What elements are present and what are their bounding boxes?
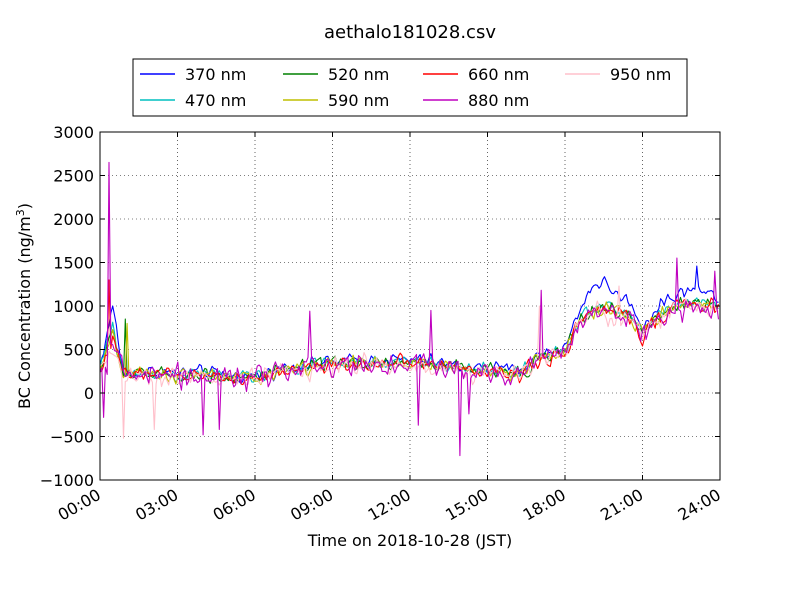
y-tick-label: 0 (84, 384, 94, 403)
series-line (99, 285, 719, 439)
y-tick-label: 1500 (53, 254, 94, 273)
y-axis: −1000 −500 0 500 1000 1500 2000 2500 3000 (40, 123, 720, 490)
y-tick-label: 500 (63, 341, 94, 360)
legend-entries: 370 nm 470 nm 520 nm 590 nm 660 nm 880 nm 950 … (140, 65, 671, 110)
legend-label: 520 nm (328, 65, 389, 84)
plot-lines (99, 161, 720, 457)
legend: 370 nm 470 nm 520 nm 590 nm 660 nm 880 nm 950 … (132, 58, 688, 117)
y-axis-label-close: ) (15, 203, 34, 209)
legend-label: 470 nm (185, 91, 246, 110)
y-tick-label: 3000 (53, 123, 94, 142)
legend-label: 370 nm (185, 65, 246, 84)
series-line (99, 161, 720, 457)
legend-box (132, 58, 688, 117)
y-tick-label: 1000 (53, 297, 94, 316)
chart-title: aethalo181028.csv (324, 22, 496, 43)
y-axis-label-main: BC Concentration (ng/m (15, 216, 34, 409)
legend-label: 880 nm (468, 91, 529, 110)
legend-label: 590 nm (328, 91, 389, 110)
y-tick-label: −1000 (40, 471, 94, 490)
y-axis-label-superscript: 3 (14, 209, 27, 216)
legend-label: 950 nm (610, 65, 671, 84)
y-axis-label: BC Concentration (ng/m3) (14, 203, 34, 409)
y-tick-label: 2500 (53, 167, 94, 186)
legend-label: 660 nm (468, 65, 529, 84)
x-axis-label: Time on 2018-10-28 (JST) (307, 531, 512, 550)
y-tick-label: −500 (50, 428, 94, 447)
y-tick-label: 2000 (53, 210, 94, 229)
